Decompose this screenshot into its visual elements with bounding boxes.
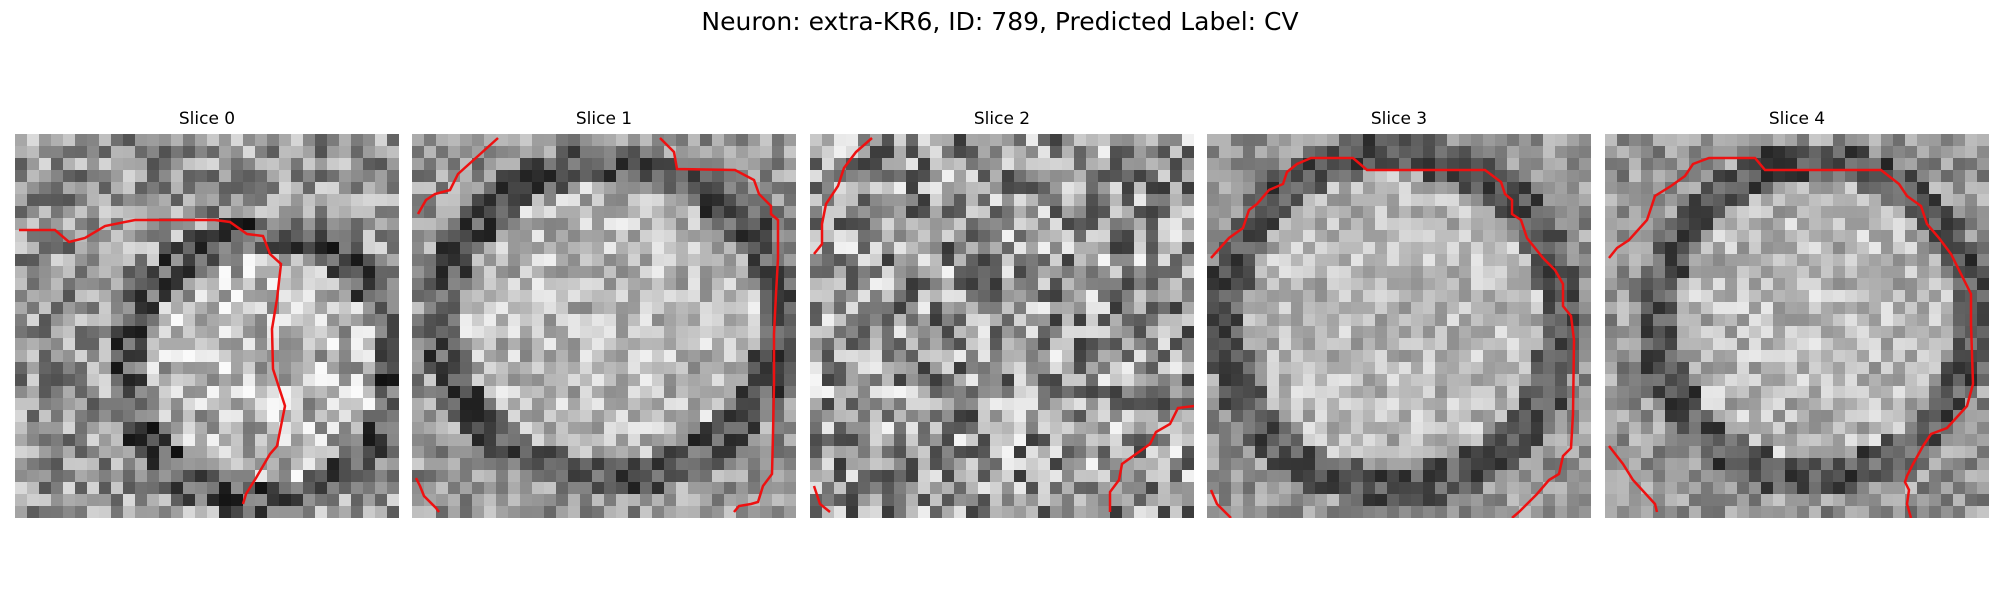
microscopy-image-slice-1 <box>412 134 796 518</box>
slice-panel-2: Slice 2 <box>810 106 1194 518</box>
segmentation-contour <box>1209 489 1232 518</box>
slice-title: Slice 4 <box>1768 109 1826 129</box>
slice-title: Slice 3 <box>1370 109 1428 129</box>
segmentation-contour <box>414 477 440 513</box>
slice-title: Slice 1 <box>575 109 633 129</box>
slice-title: Slice 0 <box>178 109 236 129</box>
segmentation-contour <box>812 485 831 513</box>
segmentation-contour <box>1608 156 1975 518</box>
microscopy-image-slice-3 <box>1207 134 1591 518</box>
segmentation-contour <box>1210 156 1576 518</box>
segmentation-contour <box>813 137 873 255</box>
segmentation-contour <box>1608 445 1659 513</box>
microscopy-image-slice-2 <box>810 134 1194 518</box>
microscopy-image-slice-0 <box>15 134 399 518</box>
segmentation-contour <box>1108 404 1194 512</box>
segmentation-contour <box>659 137 780 513</box>
microscopy-image-slice-4 <box>1605 134 1989 518</box>
slice-panel-1: Slice 1 <box>412 106 796 518</box>
figure-title: Neuron: extra-KR6, ID: 789, Predicted La… <box>701 7 1299 36</box>
segmentation-contour <box>19 218 287 505</box>
slice-panel-4: Slice 4 <box>1605 106 1989 518</box>
slice-panel-3: Slice 3 <box>1207 106 1591 518</box>
segmentation-contour <box>416 137 499 215</box>
slice-panel-0: Slice 0 <box>15 106 399 518</box>
slice-title: Slice 2 <box>973 109 1031 129</box>
